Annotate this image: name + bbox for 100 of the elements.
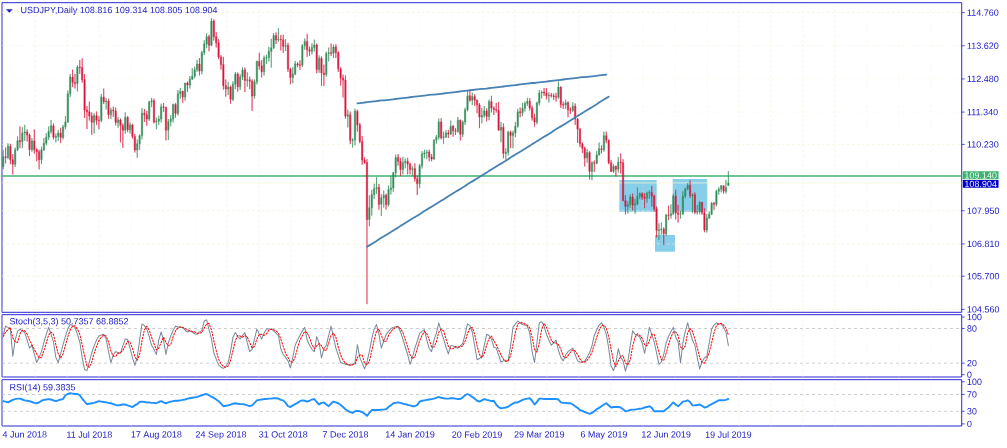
candlestick <box>236 72 239 93</box>
candlestick <box>172 103 175 123</box>
candlestick <box>375 177 378 195</box>
candlestick <box>181 90 184 104</box>
candlestick <box>715 189 718 207</box>
candlestick <box>490 95 493 113</box>
candlestick <box>76 64 79 92</box>
y-tick-label: 112.480 <box>967 75 999 83</box>
y-tick-label: 110.230 <box>967 141 999 148</box>
x-tick-label: 20 Feb 2019 <box>452 431 502 438</box>
candlestick <box>282 34 285 54</box>
ref-line-label: 109.140 <box>965 172 997 179</box>
candlestick <box>346 109 349 128</box>
candlestick <box>440 117 443 140</box>
candlestick <box>344 75 347 120</box>
candlestick <box>428 149 431 162</box>
candlestick <box>452 124 455 137</box>
candlestick <box>263 55 265 76</box>
candlestick <box>433 139 435 161</box>
candlestick <box>296 62 299 68</box>
candlestick <box>325 51 328 78</box>
chart-title: USDJPY,Daily 108.816 109.314 108.805 108.904 <box>21 6 218 15</box>
candlestick <box>485 108 488 122</box>
candlestick <box>330 43 332 57</box>
candlestick <box>284 38 287 52</box>
y-tick-label: 0 <box>967 420 972 428</box>
candlestick <box>165 106 167 141</box>
candlestick <box>4 147 7 164</box>
candlestick <box>602 131 605 152</box>
candlestick <box>557 80 560 99</box>
candlestick <box>19 126 21 149</box>
candlestick <box>502 123 505 159</box>
x-tick-label: 6 May 2019 <box>580 431 627 440</box>
x-tick-label: 31 Oct 2018 <box>259 431 308 438</box>
candlestick <box>279 34 282 51</box>
candlestick <box>100 93 103 123</box>
candlestick <box>468 88 471 102</box>
y-tick-label: 114.760 <box>967 9 999 16</box>
candlestick <box>315 43 318 74</box>
candlestick <box>591 161 593 181</box>
x-tick-label: 19 Jul 2019 <box>705 431 752 438</box>
y-tick-label: 106.810 <box>967 240 1000 248</box>
y-tick-label: 80 <box>967 325 977 332</box>
candlestick <box>126 115 129 133</box>
candlestick <box>488 99 490 121</box>
candlestick <box>184 82 187 102</box>
candlestick <box>318 55 321 74</box>
x-tick-label: 14 Jan 2019 <box>385 431 435 438</box>
candlestick <box>74 73 76 89</box>
candlestick <box>713 201 715 211</box>
candlestick <box>710 201 713 216</box>
y-tick-label: 70 <box>967 391 977 398</box>
candlestick <box>672 193 675 216</box>
candlestick <box>117 116 119 129</box>
candlestick <box>155 117 158 130</box>
candlestick <box>107 98 110 120</box>
candlestick <box>167 118 170 141</box>
candlestick <box>588 150 591 180</box>
x-tick-label: 24 Sep 2018 <box>195 431 247 440</box>
y-tick-label: 20 <box>967 359 977 367</box>
candlestick <box>246 71 249 88</box>
candlestick <box>519 107 522 118</box>
candlestick <box>95 111 98 126</box>
candlestick <box>210 17 213 47</box>
candlestick <box>681 190 684 216</box>
candlestick <box>662 227 665 246</box>
y-tick-label: 107.950 <box>967 207 1000 214</box>
candlestick <box>160 103 163 123</box>
candlestick <box>674 189 677 220</box>
candlestick <box>617 156 620 173</box>
candlestick <box>378 183 380 210</box>
candlestick <box>366 158 368 305</box>
candlestick <box>696 204 699 215</box>
candlestick <box>38 149 41 170</box>
candlestick <box>437 118 440 140</box>
candlestick <box>454 127 457 136</box>
candlestick <box>411 165 414 177</box>
y-tick-label: 111.340 <box>967 108 998 116</box>
candlestick <box>121 123 124 149</box>
x-tick-label: 4 Jun 2018 <box>2 431 47 438</box>
candlestick <box>2 149 5 170</box>
candlestick <box>409 162 411 175</box>
y-tick-label: 0 <box>967 371 972 378</box>
candlestick <box>665 213 668 236</box>
candlestick <box>660 222 663 236</box>
candlestick <box>102 88 105 105</box>
candlestick <box>7 142 9 160</box>
candlestick <box>54 133 57 143</box>
x-tick-label: 29 Mar 2019 <box>514 431 565 438</box>
candlestick <box>543 87 546 97</box>
candlestick <box>311 43 313 55</box>
candlestick <box>28 133 31 157</box>
y-tick-label: 100 <box>967 313 982 321</box>
candlestick <box>567 101 569 118</box>
candlestick <box>524 101 526 112</box>
x-tick-label: 12 Jun 2019 <box>642 431 691 438</box>
candlestick <box>145 110 148 127</box>
candlestick <box>478 102 481 129</box>
ref-line-label: 108.904 <box>965 180 997 188</box>
candlestick <box>521 102 524 117</box>
